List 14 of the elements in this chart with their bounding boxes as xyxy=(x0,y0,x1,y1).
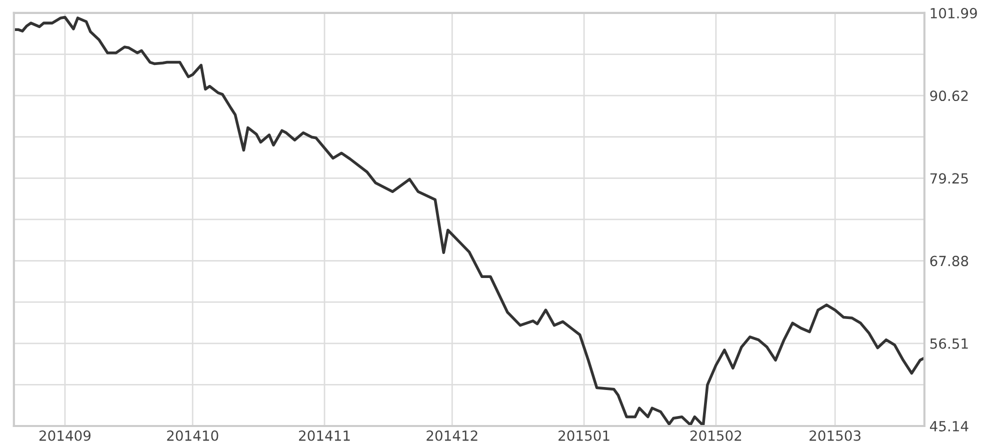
y-tick-label: 79.25 xyxy=(930,173,968,184)
x-tick-label: 201411 xyxy=(299,430,350,441)
x-tick-label: 201503 xyxy=(810,430,860,441)
y-tick-label: 67.88 xyxy=(930,256,968,266)
x-tick-label: 201501 xyxy=(558,430,610,441)
y-tick-label: 90.62 xyxy=(930,90,968,102)
line-series xyxy=(14,16,924,426)
x-tick-label: 201412 xyxy=(426,430,478,441)
x-tick-label: 201410 xyxy=(167,430,218,441)
y-tick-label: 101.99 xyxy=(930,8,977,18)
y-tick-label: 45.14 xyxy=(930,421,968,432)
x-tick-label: 201502 xyxy=(690,430,742,441)
x-tick-label: 201409 xyxy=(39,430,91,441)
y-tick-label: 56.51 xyxy=(930,338,968,349)
